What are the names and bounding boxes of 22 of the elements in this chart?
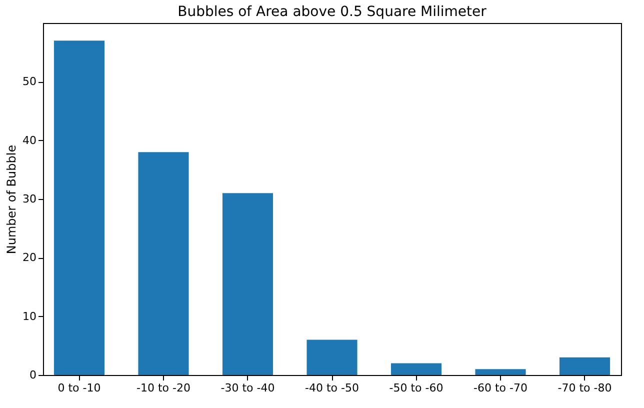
bar bbox=[54, 40, 105, 375]
y-tick-label: 30 bbox=[22, 192, 36, 206]
x-tick-label: -60 to -70 bbox=[474, 382, 528, 394]
x-tick-label: -40 to -50 bbox=[305, 382, 359, 394]
bar bbox=[559, 357, 610, 375]
x-tick-label: -30 to -40 bbox=[220, 382, 275, 394]
y-axis-title: Number of Bubble bbox=[4, 144, 19, 254]
y-tick-label: 10 bbox=[22, 310, 36, 323]
y-tick-label: 40 bbox=[22, 134, 36, 147]
bar bbox=[475, 369, 526, 375]
x-tick-label: 0 to -10 bbox=[58, 382, 101, 394]
y-tick-label: 50 bbox=[22, 75, 36, 88]
bar bbox=[306, 340, 358, 375]
y-tick-label: 20 bbox=[22, 251, 36, 264]
x-tick-label: -50 to -60 bbox=[389, 382, 444, 394]
y-tick-label: 0 bbox=[30, 368, 36, 382]
chart-title: Bubbles of Area above 0.5 Square Milimeter bbox=[178, 4, 487, 20]
bar bbox=[390, 363, 442, 375]
bar bbox=[138, 152, 189, 375]
x-tick-label: -70 to -80 bbox=[558, 382, 612, 394]
x-tick-label: -10 to -20 bbox=[136, 382, 190, 394]
bar bbox=[222, 193, 274, 375]
